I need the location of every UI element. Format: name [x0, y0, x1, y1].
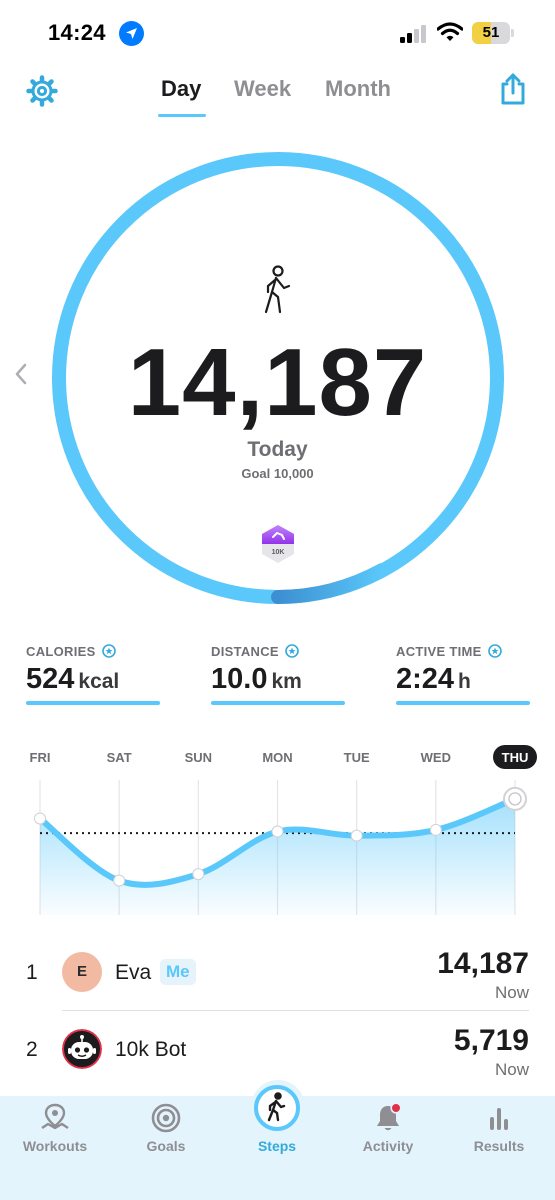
day-label: THU: [502, 750, 529, 765]
nav-results[interactable]: Results: [449, 1096, 549, 1200]
avatar: E: [62, 952, 102, 992]
map-pin-icon: [41, 1103, 69, 1130]
gear-icon[interactable]: [26, 75, 58, 107]
period-tabs: Day Week Month: [0, 76, 555, 120]
data-point: [429, 823, 442, 836]
updated-label: Now: [494, 1060, 529, 1079]
nav-goals-label: Goals: [146, 1138, 186, 1154]
leaderboard-row[interactable]: 1 E Eva Me 14,187 Now: [0, 935, 555, 1009]
calories-bar: [26, 701, 160, 705]
nav-steps[interactable]: Steps: [227, 1085, 327, 1200]
nav-workouts-label: Workouts: [22, 1138, 88, 1154]
data-point: [350, 829, 363, 842]
rank-number: 1: [26, 961, 38, 984]
status-time: 14:24: [48, 20, 106, 45]
nav-results-label: Results: [473, 1138, 525, 1154]
active-time-bar: [396, 701, 530, 705]
tab-day[interactable]: Day: [161, 76, 202, 101]
user-name: 10k Bot: [115, 1038, 187, 1061]
target-icon: [151, 1103, 181, 1133]
period-label: Today: [247, 438, 308, 461]
bottom-nav: Workouts Goals Steps Activity: [0, 1085, 555, 1200]
star-badge-icon: [487, 644, 502, 658]
distance-bar: [211, 701, 345, 705]
nav-goals[interactable]: Goals: [116, 1096, 216, 1200]
data-point: [113, 874, 126, 887]
user-steps: 14,187: [437, 947, 529, 980]
chevron-left-icon[interactable]: [12, 360, 30, 388]
steps-count: 14,187: [127, 329, 428, 436]
tab-month[interactable]: Month: [325, 76, 391, 101]
bell-icon: [377, 1102, 402, 1131]
selected-point-inner: [508, 792, 522, 806]
calories-label: CALORIES: [26, 644, 96, 659]
day-label: SUN: [185, 750, 212, 765]
status-bar: 14:24 51: [0, 0, 555, 66]
day-label: SAT: [107, 750, 132, 765]
active-time-value: 2:24: [396, 663, 455, 695]
active-tab-indicator: [158, 114, 206, 117]
selected-day-pill: [493, 745, 537, 769]
active-time-unit: h: [458, 670, 471, 693]
robot-avatar-icon: [62, 1029, 102, 1069]
calories-unit: kcal: [78, 670, 120, 693]
battery-level: 51: [482, 24, 500, 41]
active-time-stat[interactable]: ACTIVE TIME 2:24 h: [396, 643, 530, 707]
user-name: Eva: [115, 961, 152, 984]
distance-label: DISTANCE: [211, 644, 279, 659]
day-label: WED: [421, 750, 451, 765]
active-time-label: ACTIVE TIME: [396, 644, 482, 659]
tab-week[interactable]: Week: [234, 76, 292, 101]
day-label: TUE: [344, 750, 370, 765]
steps-progress-ring: [52, 152, 504, 604]
star-badge-icon: [101, 644, 116, 658]
badge-label: 10K: [272, 549, 285, 556]
calories-stat[interactable]: CALORIES 524 kcal: [26, 643, 160, 707]
divider: [62, 1010, 529, 1011]
weekly-steps-chart[interactable]: FRI SAT SUN MON TUE WED THU: [0, 740, 555, 920]
avatar-initial: E: [76, 963, 87, 980]
walking-person-icon: [254, 1085, 300, 1131]
rank-number: 2: [26, 1038, 38, 1061]
day-label: FRI: [30, 750, 51, 765]
data-point: [34, 812, 46, 825]
data-point: [271, 825, 284, 838]
calories-value: 524: [26, 663, 75, 695]
location-arrow-icon: [119, 21, 144, 46]
user-steps: 5,719: [453, 1024, 529, 1057]
updated-label: Now: [494, 983, 529, 1002]
data-point: [192, 868, 205, 881]
share-icon[interactable]: [497, 72, 529, 106]
cellular-signal-icon: [400, 25, 426, 43]
star-badge-icon: [285, 644, 299, 658]
leaderboard-row[interactable]: 2 10k Bot 5,719 Now: [0, 1012, 555, 1086]
nav-activity[interactable]: Activity: [338, 1096, 438, 1200]
day-label: MON: [262, 750, 292, 765]
me-tag: Me: [160, 959, 196, 985]
bar-chart-icon: [490, 1108, 508, 1130]
10k-badge-icon[interactable]: 10K: [260, 524, 296, 564]
nav-workouts[interactable]: Workouts: [5, 1096, 105, 1200]
battery-icon: 51: [472, 22, 514, 44]
distance-stat[interactable]: DISTANCE 10.0 km: [211, 643, 345, 707]
nav-steps-label: Steps: [257, 1138, 297, 1154]
goal-label: Goal 10,000: [241, 466, 314, 481]
distance-value: 10.0: [211, 663, 268, 695]
distance-unit: km: [271, 670, 302, 693]
wifi-icon: [437, 22, 463, 41]
walking-person-icon: [264, 265, 291, 314]
nav-activity-label: Activity: [362, 1138, 414, 1154]
